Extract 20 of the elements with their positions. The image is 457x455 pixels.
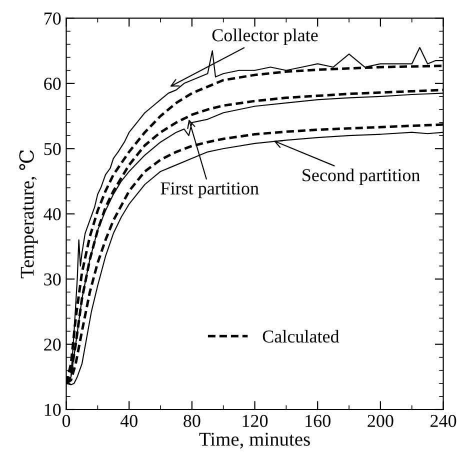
- annotation: Collector plate: [212, 28, 318, 46]
- annotation: First partition: [160, 182, 259, 198]
- y-tick-label: 40: [44, 208, 61, 220]
- annotation: Second partition: [302, 168, 420, 185]
- y-tick-label: 10: [44, 404, 61, 416]
- x-tick-label: 120: [242, 414, 268, 428]
- y-tick-label: 20: [44, 338, 61, 351]
- legend-label: Calculated: [262, 330, 340, 343]
- x-tick-label: 80: [184, 414, 200, 428]
- x-tick-label: 40: [120, 414, 138, 428]
- y-tick-label: 30: [44, 273, 61, 286]
- x-axis-title: Time, minutes: [199, 432, 310, 449]
- x-tick-label: 240: [430, 414, 456, 428]
- y-axis-title: Temperature, ℃: [19, 150, 38, 278]
- x-tick-label: 160: [306, 414, 330, 428]
- x-tick-label: 200: [368, 414, 394, 428]
- y-tick-label: 60: [44, 78, 61, 90]
- y-tick-label: 50: [44, 142, 61, 156]
- y-tick-label: 70: [44, 12, 61, 25]
- x-tick-label: 0: [62, 414, 70, 428]
